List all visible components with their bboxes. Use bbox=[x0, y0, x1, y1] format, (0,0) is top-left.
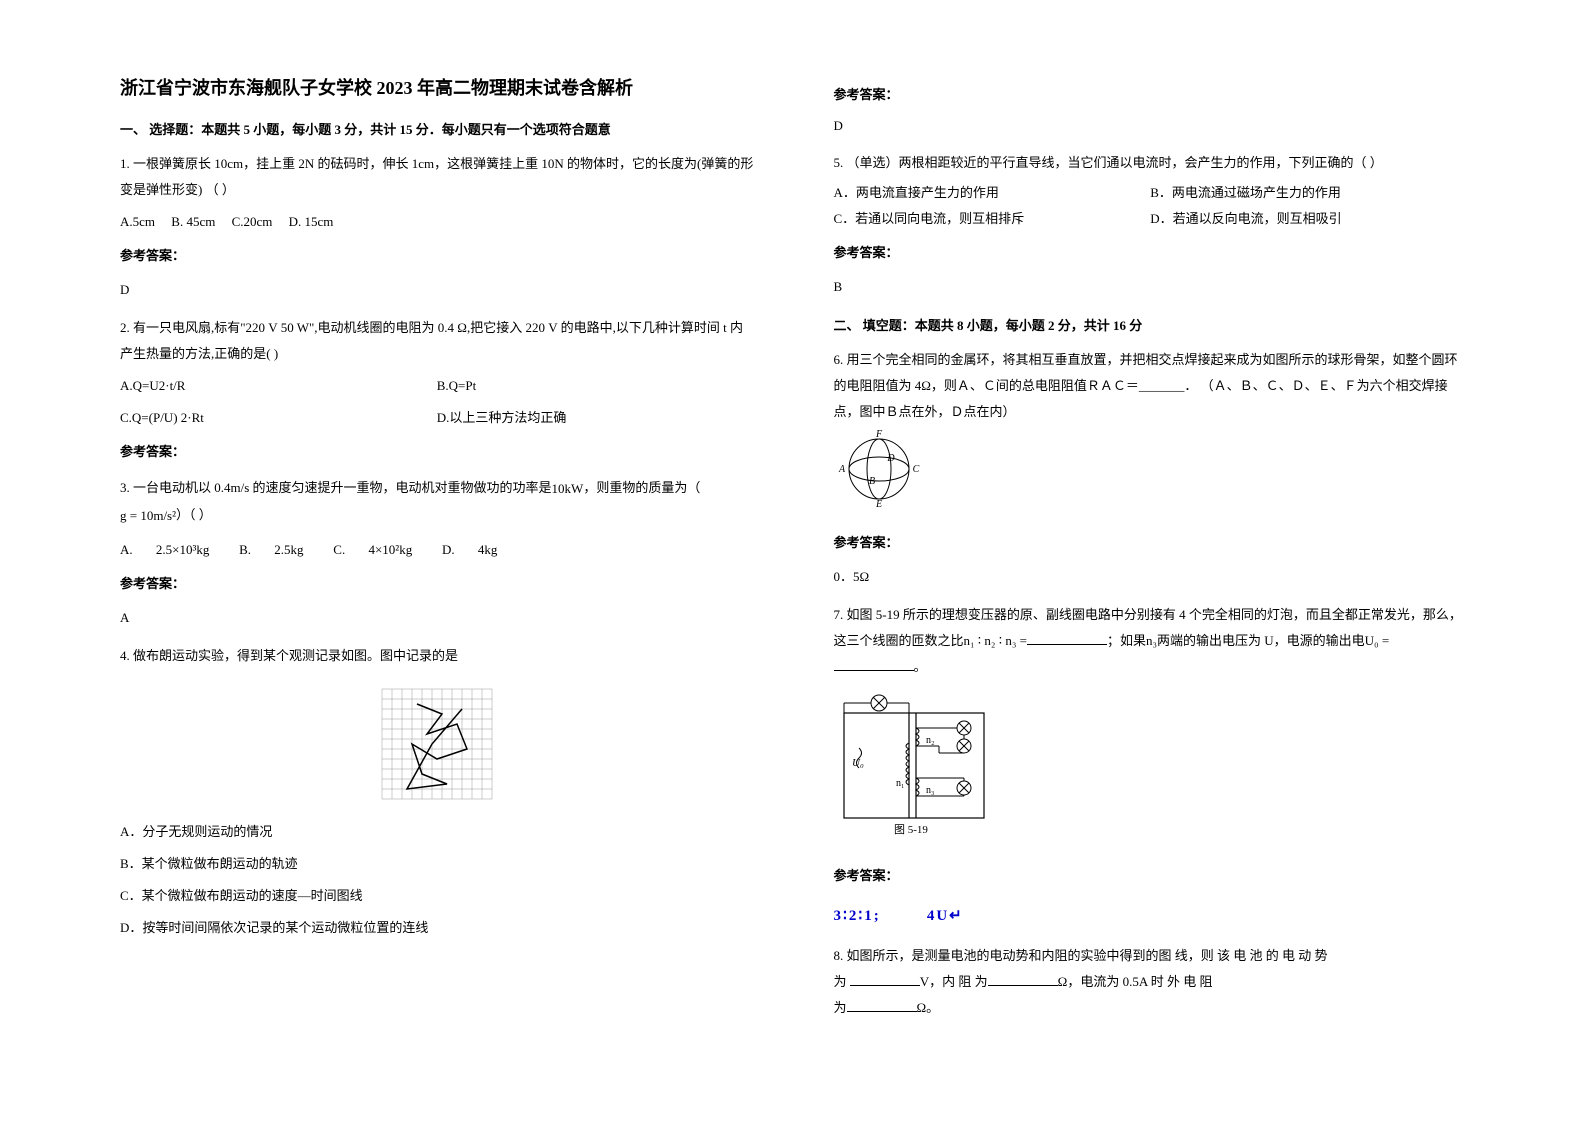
question-2: 2. 有一只电风扇,标有"220 V 50 W",电动机线圈的电阻为 0.4 Ω… bbox=[120, 315, 754, 465]
svg-text:n₂: n₂ bbox=[926, 735, 935, 746]
q7-U0: U₀ = bbox=[1365, 633, 1390, 648]
q2-optC: C.Q=(P/U) 2·Rt bbox=[120, 405, 437, 431]
q4-optC: C．某个微粒做布朗运动的速度—时间图线 bbox=[120, 883, 754, 909]
q3-text: 3. 一台电动机以 0.4m/s 的速度匀速提升一重物，电动机对重物做功的功率是… bbox=[120, 475, 754, 529]
q5-optC: C．若通以同向电流，则互相排斥 bbox=[834, 206, 1151, 232]
q3-optD-val: 4kg bbox=[478, 542, 498, 557]
q7-answer: 3∶2∶1; 4U↵ bbox=[834, 901, 1468, 931]
svg-text:n₃: n₃ bbox=[926, 785, 935, 796]
q4-answer-label: 参考答案： bbox=[834, 83, 1468, 106]
q4-answer: D bbox=[834, 114, 1468, 137]
question-8: 8. 如图所示，是测量电池的电动势和内阻的实验中得到的图 线，则 该 电 池 的… bbox=[834, 943, 1468, 1021]
q3-optB-label: B. bbox=[239, 542, 251, 557]
page-title: 浙江省宁波市东海舰队子女学校 2023 年高二物理期末试卷含解析 bbox=[120, 75, 754, 102]
q6-text: 6. 用三个完全相同的金属环，将其相互垂直放置，并把相交点焊接起来成为如图所示的… bbox=[834, 347, 1468, 425]
q3-optA-label: A. bbox=[120, 542, 133, 557]
q3-optC-val: 4×10²kg bbox=[368, 542, 412, 557]
svg-text:A: A bbox=[837, 464, 845, 475]
q3-answer: A bbox=[120, 605, 754, 631]
q3-optA-val: 2.5×10³kg bbox=[156, 542, 209, 557]
q7-caption: 图 5-19 bbox=[894, 823, 928, 836]
question-5: 5. （单选）两根相距较近的平行直导线，当它们通以电流时，会产生力的作用，下列正… bbox=[834, 150, 1468, 300]
question-6: 6. 用三个完全相同的金属环，将其相互垂直放置，并把相交点焊接起来成为如图所示的… bbox=[834, 347, 1468, 590]
section2-title: 二、 填空题：本题共 8 小题，每小题 2 分，共计 16 分 bbox=[834, 314, 1468, 337]
svg-text:F: F bbox=[874, 429, 882, 440]
q7-n3: n₃ bbox=[1146, 633, 1157, 648]
q5-optB: B．两电流通过磁场产生力的作用 bbox=[1150, 180, 1467, 206]
question-4: 4. 做布朗运动实验，得到某个观测记录如图。图中记录的是 A．分子无规则运动的情… bbox=[120, 643, 754, 941]
q1-answer-label: 参考答案： bbox=[120, 243, 754, 269]
q5-answer-label: 参考答案： bbox=[834, 240, 1468, 266]
q5-answer: B bbox=[834, 274, 1468, 300]
svg-text:n₁: n₁ bbox=[896, 778, 905, 789]
brownian-motion-diagram bbox=[372, 679, 502, 809]
q1-options: A.5cm B. 45cm C.20cm D. 15cm bbox=[120, 209, 754, 235]
question-3: 3. 一台电动机以 0.4m/s 的速度匀速提升一重物，电动机对重物做功的功率是… bbox=[120, 475, 754, 631]
question-1: 1. 一根弹簧原长 10cm，挂上重 2N 的砝码时，伸长 1cm，这根弹簧挂上… bbox=[120, 151, 754, 303]
q6-answer: 0．5Ω bbox=[834, 564, 1468, 590]
q7-answer-label: 参考答案： bbox=[834, 863, 1468, 889]
svg-text:B: B bbox=[868, 476, 874, 487]
q3-optC-label: C. bbox=[333, 542, 345, 557]
q3-optD-label: D. bbox=[442, 542, 455, 557]
q7-text: 7. 如图 5-19 所示的理想变压器的原、副线圈电路中分别接有 4 个完全相同… bbox=[834, 602, 1468, 680]
svg-text:C: C bbox=[912, 464, 919, 475]
section1-title: 一、 选择题：本题共 5 小题，每小题 3 分，共计 15 分．每小题只有一个选… bbox=[120, 118, 754, 141]
q2-text: 2. 有一只电风扇,标有"220 V 50 W",电动机线圈的电阻为 0.4 Ω… bbox=[120, 315, 754, 367]
q3-answer-label: 参考答案： bbox=[120, 571, 754, 597]
q4-optB: B．某个微粒做布朗运动的轨迹 bbox=[120, 851, 754, 877]
q5-text: 5. （单选）两根相距较近的平行直导线，当它们通以电流时，会产生力的作用，下列正… bbox=[834, 150, 1468, 176]
q8-text: 8. 如图所示，是测量电池的电动势和内阻的实验中得到的图 线，则 该 电 池 的… bbox=[834, 943, 1468, 969]
q2-optB: B.Q=Pt bbox=[437, 373, 754, 399]
q4-optA: A．分子无规则运动的情况 bbox=[120, 819, 754, 845]
q2-optA: A.Q=U2·t/R bbox=[120, 373, 437, 399]
q5-optD: D．若通以反向电流，则互相吸引 bbox=[1150, 206, 1467, 232]
q1-answer: D bbox=[120, 277, 754, 303]
q3-g: g = 10m/s² bbox=[120, 503, 176, 529]
question-7: 7. 如图 5-19 所示的理想变压器的原、副线圈电路中分别接有 4 个完全相同… bbox=[834, 602, 1468, 931]
sphere-frame-diagram: F A C B D E bbox=[834, 429, 924, 509]
q3-power: 10kW bbox=[552, 476, 584, 502]
transformer-diagram: n₁ n₂ n₃ U₀ 图 5-19 bbox=[834, 688, 994, 838]
q4-text: 4. 做布朗运动实验，得到某个观测记录如图。图中记录的是 bbox=[120, 643, 754, 669]
q2-optD: D.以上三种方法均正确 bbox=[437, 405, 754, 431]
q5-optA: A．两电流直接产生力的作用 bbox=[834, 180, 1151, 206]
q1-text: 1. 一根弹簧原长 10cm，挂上重 2N 的砝码时，伸长 1cm，这根弹簧挂上… bbox=[120, 151, 754, 203]
q3-optB-val: 2.5kg bbox=[274, 542, 303, 557]
q6-answer-label: 参考答案： bbox=[834, 530, 1468, 556]
svg-text:D: D bbox=[886, 453, 895, 464]
svg-text:E: E bbox=[874, 499, 881, 509]
q4-optD: D．按等时间间隔依次记录的某个运动微粒位置的连线 bbox=[120, 915, 754, 941]
q2-answer-label: 参考答案： bbox=[120, 439, 754, 465]
q7-ratio: n₁ ∶ n₂ ∶ n₃ = bbox=[964, 633, 1027, 648]
